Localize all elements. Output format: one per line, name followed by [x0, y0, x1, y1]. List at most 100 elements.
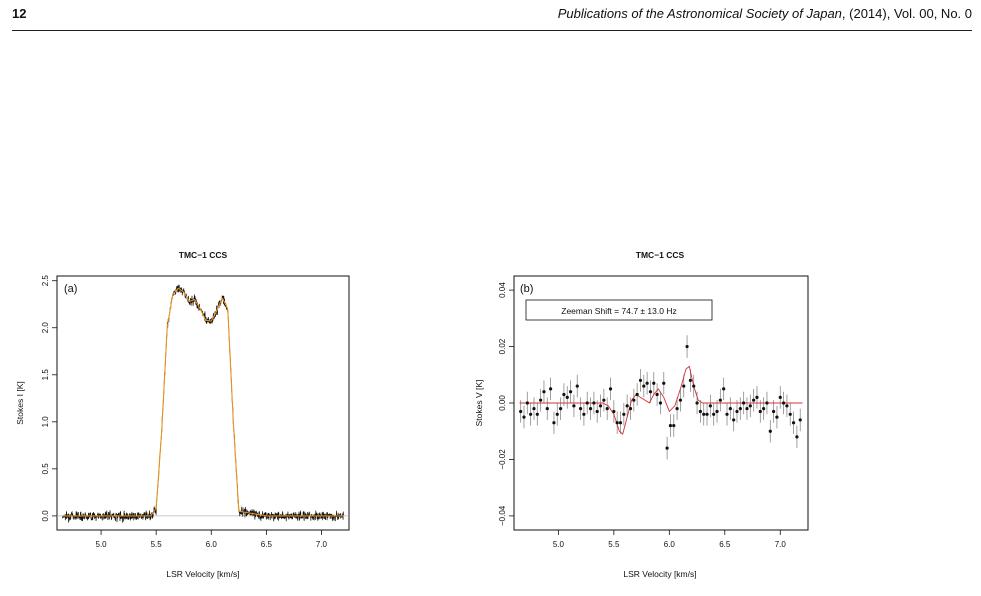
- stokes-v-point: [668, 423, 673, 428]
- stokes-v-point: [775, 415, 779, 419]
- stokes-v-point: [778, 395, 782, 399]
- stokes-v-point: [678, 398, 683, 402]
- zeeman-shift-box: [525, 299, 713, 321]
- stokes-v-point: [532, 407, 536, 411]
- stokes-v-point: [575, 384, 579, 388]
- stokes-v-point: [702, 412, 706, 416]
- stokes-v-point: [698, 409, 702, 414]
- chart-a-title: TMC−1 CCS: [179, 250, 228, 260]
- zeeman-shift-annotation: Zeeman Shift = 74.7 ± 13.0 Hz: [561, 306, 676, 316]
- stokes-v-point: [578, 407, 583, 411]
- stokes-v-point: [725, 412, 729, 416]
- stokes-v-point: [718, 398, 722, 402]
- stokes-v-point: [735, 409, 739, 414]
- chart-b-title: TMC−1 CCS: [636, 250, 685, 260]
- journal-citation: Publications of the Astronomical Society…: [558, 6, 972, 21]
- stokes-v-point: [568, 390, 573, 394]
- chart-b-x-tick-label: 5.0: [553, 540, 565, 549]
- stokes-v-point: [722, 387, 726, 391]
- stokes-v-point: [519, 409, 523, 414]
- journal-volume: , (2014), Vol. 00, No. 0: [841, 6, 972, 21]
- chart-a-x-tick-label: 6.5: [261, 540, 273, 549]
- stokes-v-point: [615, 421, 619, 425]
- stokes-v-point: [655, 392, 659, 397]
- stokes-v-point: [542, 390, 546, 394]
- stokes-v-point: [652, 381, 656, 385]
- stokes-v-point: [738, 407, 742, 411]
- chart-a-xlabel: LSR Velocity [km/s]: [166, 569, 239, 579]
- stokes-i-fit-line: [62, 287, 344, 517]
- stokes-v-point: [732, 418, 736, 422]
- chart-a-y-tick-label: 0.5: [41, 463, 50, 475]
- stokes-v-point: [688, 378, 692, 383]
- stokes-v-point: [662, 381, 666, 385]
- stokes-v-point: [675, 407, 679, 411]
- stokes-v-point: [682, 384, 686, 388]
- stokes-v-point: [648, 390, 653, 394]
- stokes-v-point: [642, 384, 646, 388]
- stokes-v-point: [752, 398, 756, 402]
- stokes-v-point: [788, 412, 792, 416]
- stokes-v-point: [672, 423, 676, 428]
- stokes-v-point: [558, 407, 563, 411]
- stokes-v-point: [582, 412, 586, 416]
- stokes-v-point: [592, 401, 596, 405]
- chart-stokes-v: TMC−1 CCS (b) Stokes V [K] LSR Velocity …: [474, 250, 809, 579]
- stokes-v-point: [605, 407, 609, 411]
- stokes-v-point: [549, 387, 553, 391]
- chart-b-ylabel: Stokes V [K]: [474, 380, 484, 427]
- stokes-v-point: [545, 407, 549, 411]
- chart-b-x-tick-label: 6.5: [719, 540, 731, 549]
- stokes-v-point: [768, 429, 772, 433]
- stokes-v-point: [572, 404, 576, 408]
- stokes-v-point: [638, 378, 643, 383]
- chart-b-y-tick-label: 0.04: [498, 282, 507, 298]
- stokes-v-point: [598, 404, 603, 408]
- stokes-v-point: [585, 401, 589, 405]
- chart-b-y-tick-label: −0.04: [498, 505, 507, 526]
- chart-b-y-tick-label: 0.02: [498, 338, 507, 354]
- stokes-v-point: [612, 409, 616, 414]
- stokes-v-point: [555, 412, 559, 416]
- page-number: 12: [12, 6, 27, 21]
- stokes-v-point: [798, 418, 802, 422]
- stokes-v-point: [708, 404, 712, 408]
- stokes-v-point: [602, 398, 606, 402]
- chart-a-x-tick-label: 5.0: [96, 540, 108, 549]
- chart-b-y-tick-label: −0.02: [498, 449, 507, 470]
- stokes-v-point: [565, 395, 569, 399]
- stokes-v-point: [758, 409, 762, 414]
- stokes-v-point: [618, 421, 623, 425]
- page-header: 12 Publications of the Astronomical Soci…: [12, 0, 972, 31]
- stokes-v-point: [608, 387, 613, 391]
- stokes-v-point: [748, 404, 752, 408]
- stokes-v-point: [658, 401, 663, 405]
- chart-a-y-tick-label: 2.5: [41, 275, 50, 287]
- stokes-v-point: [795, 435, 799, 439]
- chart-b-x-tick-label: 5.5: [608, 540, 620, 549]
- stokes-v-point: [791, 421, 796, 425]
- chart-a-y-tick-label: 0.0: [41, 510, 50, 522]
- stokes-v-point: [628, 407, 633, 411]
- stokes-v-point: [535, 412, 539, 416]
- stokes-v-point: [562, 392, 566, 397]
- stokes-v-point: [665, 446, 669, 450]
- chart-a-x-tick-label: 7.0: [316, 540, 328, 549]
- chart-a-panel-label: (a): [64, 283, 77, 295]
- stokes-v-point: [728, 407, 732, 411]
- stokes-v-point: [742, 401, 746, 405]
- stokes-v-point: [772, 409, 776, 414]
- stokes-v-point: [525, 401, 529, 405]
- stokes-v-point: [692, 384, 696, 388]
- chart-a-x-tick-label: 6.0: [206, 540, 218, 549]
- stokes-v-point: [785, 404, 789, 408]
- chart-b-y-tick-label: 0.00: [498, 395, 507, 411]
- chart-b-panel-label: (b): [520, 283, 533, 295]
- chart-a-y-tick-label: 1.5: [41, 369, 50, 381]
- chart-b-xlabel: LSR Velocity [km/s]: [623, 569, 696, 579]
- stokes-v-point: [625, 404, 629, 408]
- stokes-v-point: [715, 409, 719, 414]
- stokes-v-point: [781, 401, 786, 405]
- stokes-v-point: [635, 392, 639, 397]
- stokes-v-point: [588, 407, 593, 411]
